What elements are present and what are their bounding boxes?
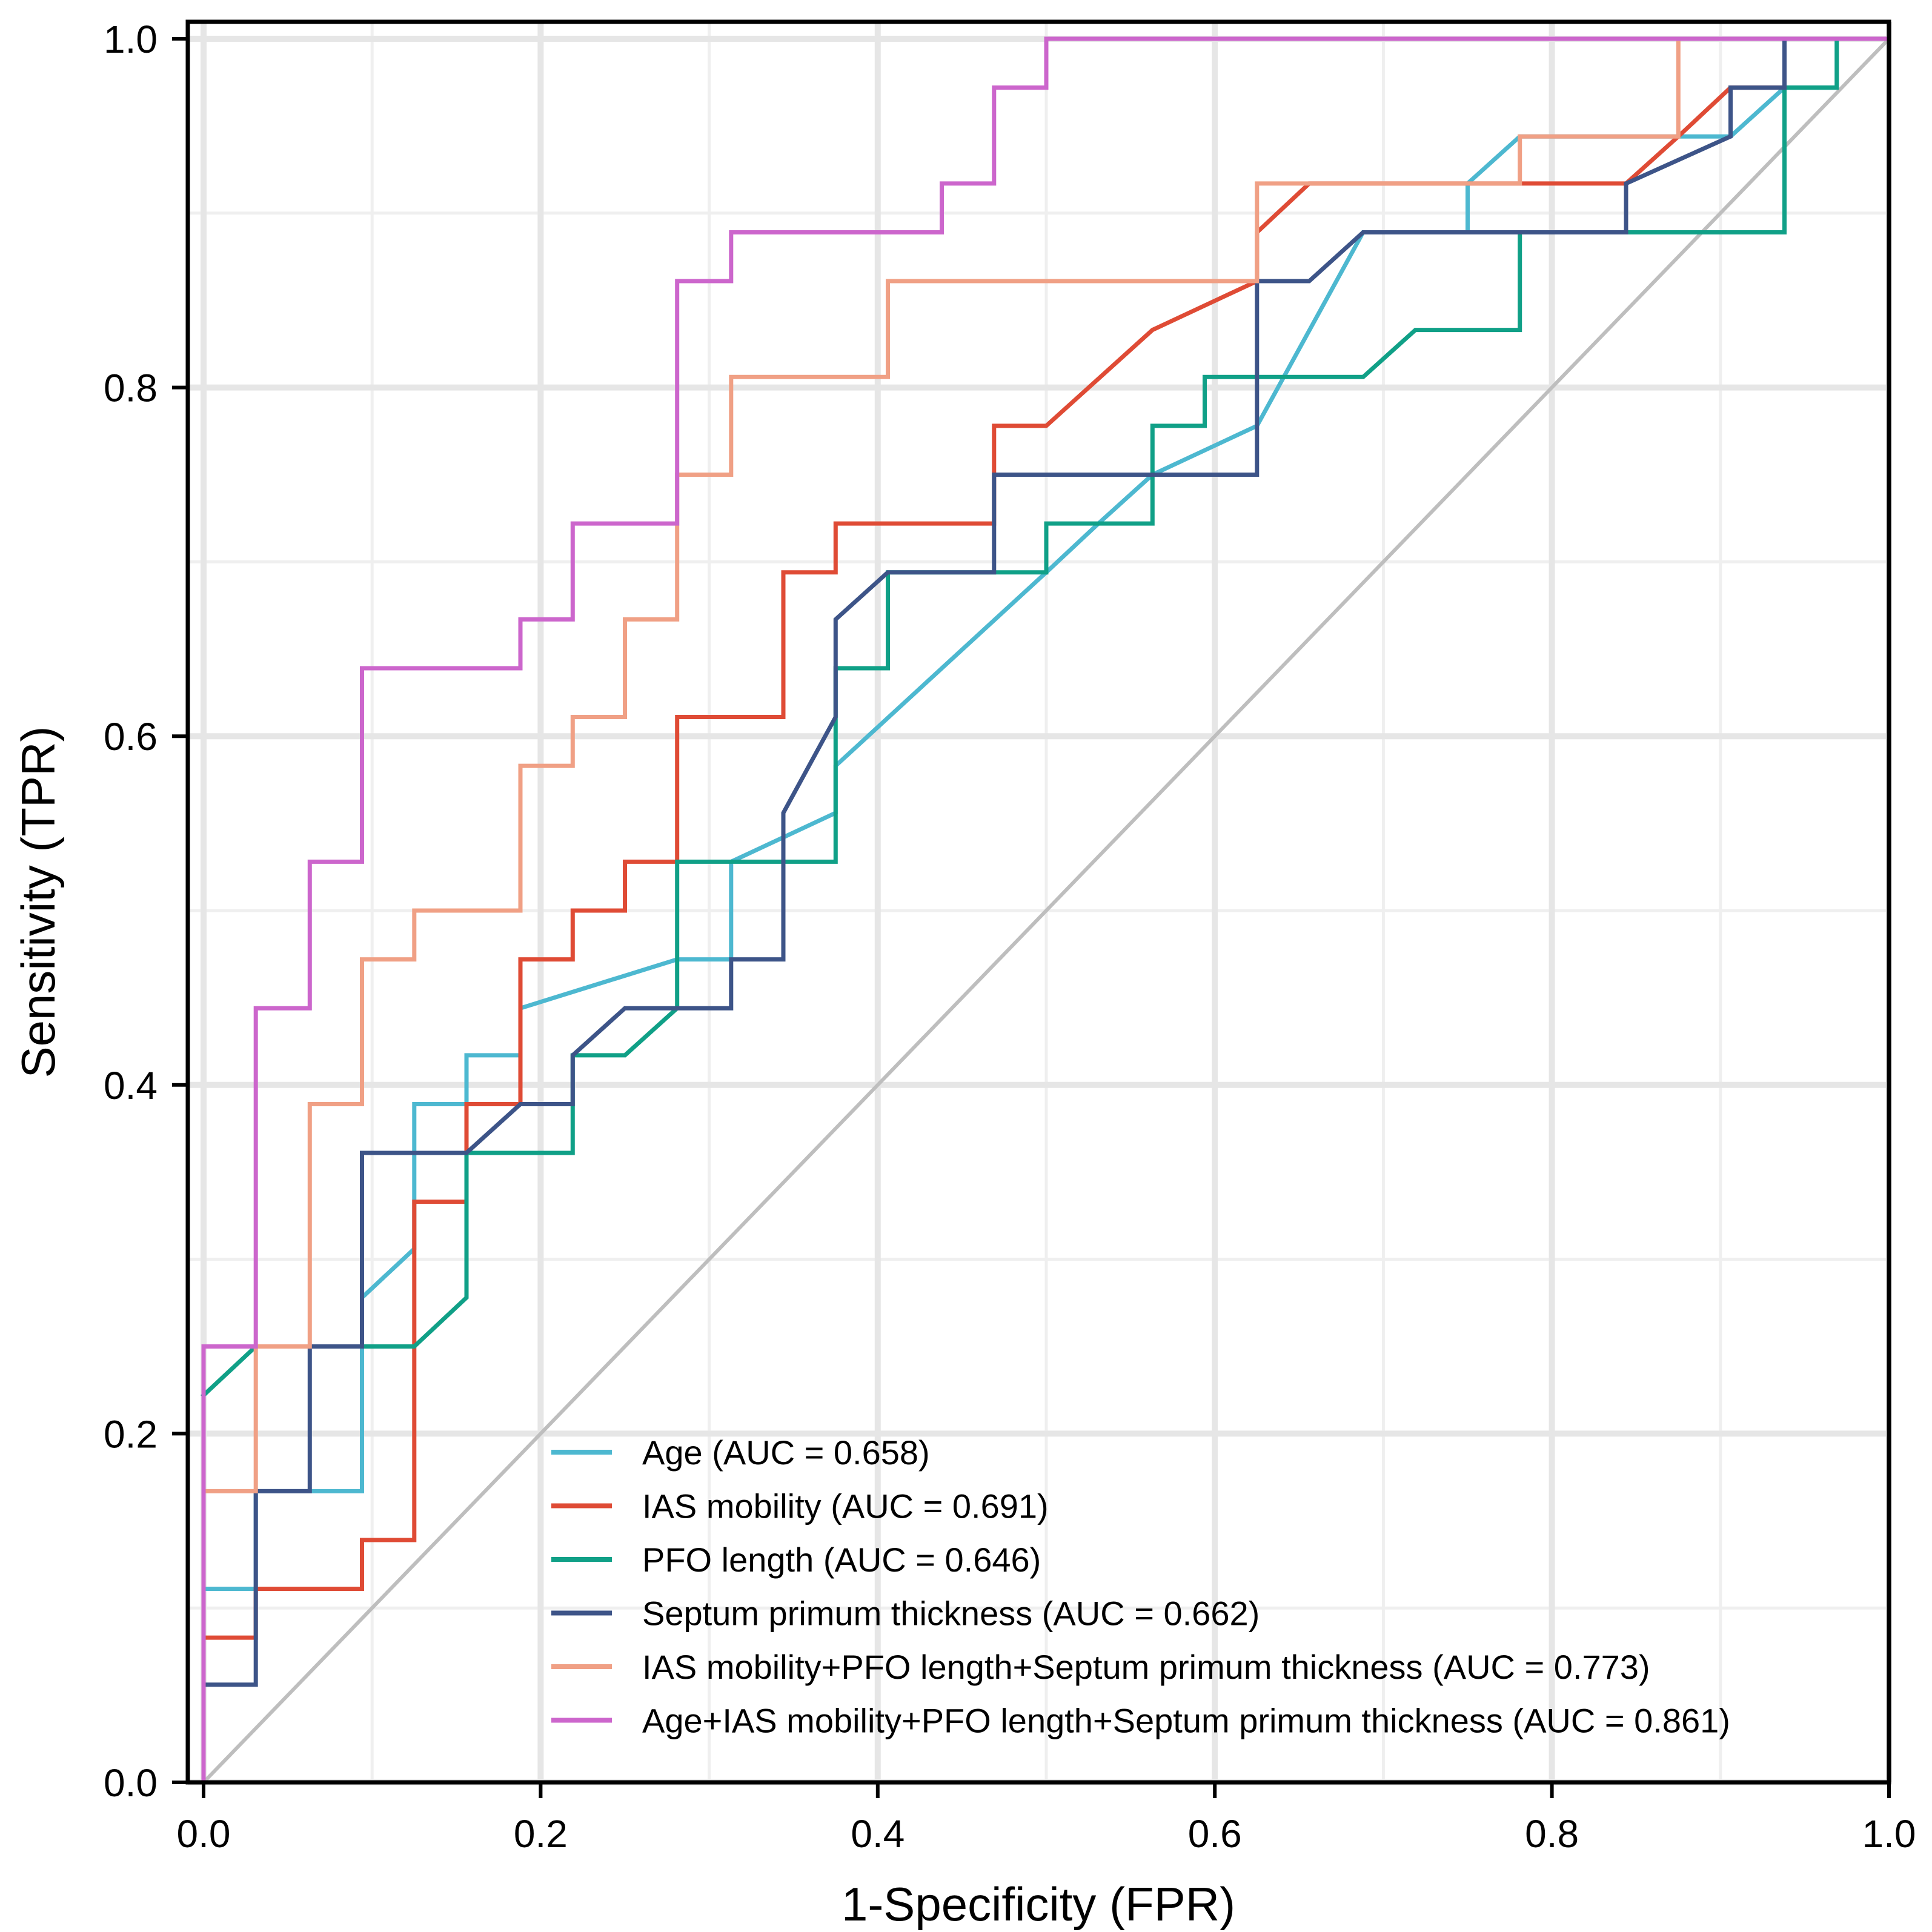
legend-label-4: Septum primum thickness (AUC = 0.662)	[642, 1595, 1260, 1633]
y-tick-label: 0.8	[104, 367, 158, 410]
x-tick-label: 0.6	[1188, 1812, 1242, 1856]
x-tick-label: 1.0	[1862, 1812, 1916, 1856]
legend-label-5: IAS mobility+PFO length+Septum primum th…	[642, 1648, 1650, 1686]
y-tick-label: 0.4	[104, 1064, 158, 1107]
legend: Age (AUC = 0.658) IAS mobility (AUC = 0.6…	[551, 1433, 1730, 1740]
roc-series-layer	[201, 36, 1891, 1785]
y-tick-label: 0.2	[104, 1412, 158, 1456]
x-tick-label: 0.8	[1525, 1812, 1579, 1856]
legend-label-3: PFO length (AUC = 0.646)	[642, 1541, 1041, 1579]
y-axis-ticks: 0.0 0.2 0.4 0.6 0.8 1.0	[104, 18, 188, 1805]
y-tick-label: 0.6	[104, 715, 158, 759]
y-axis-title: Sensitivity (TPR)	[12, 726, 65, 1078]
chance-reference-line	[202, 37, 1891, 1784]
x-tick-label: 0.4	[851, 1812, 905, 1856]
y-tick-label: 0.0	[104, 1761, 158, 1805]
legend-label-6: Age+IAS mobility+PFO length+Septum primu…	[642, 1702, 1730, 1740]
x-tick-label: 0.0	[177, 1812, 231, 1856]
x-tick-label: 0.2	[514, 1812, 568, 1856]
legend-label-1: Age (AUC = 0.658)	[642, 1433, 930, 1472]
roc-series-line-2	[201, 36, 1891, 1785]
x-axis-ticks: 0.0 0.2 0.4 0.6 0.8 1.0	[177, 1782, 1916, 1856]
plot-frame	[185, 19, 1891, 1785]
roc-series-line-6	[201, 36, 1891, 1785]
y-tick-label: 1.0	[104, 18, 158, 61]
roc-series-line-4	[201, 36, 1891, 1785]
legend-label-2: IAS mobility (AUC = 0.691)	[642, 1487, 1049, 1525]
roc-series-line-5	[201, 36, 1891, 1785]
x-axis-title: 1-Specificity (FPR)	[842, 1877, 1235, 1931]
